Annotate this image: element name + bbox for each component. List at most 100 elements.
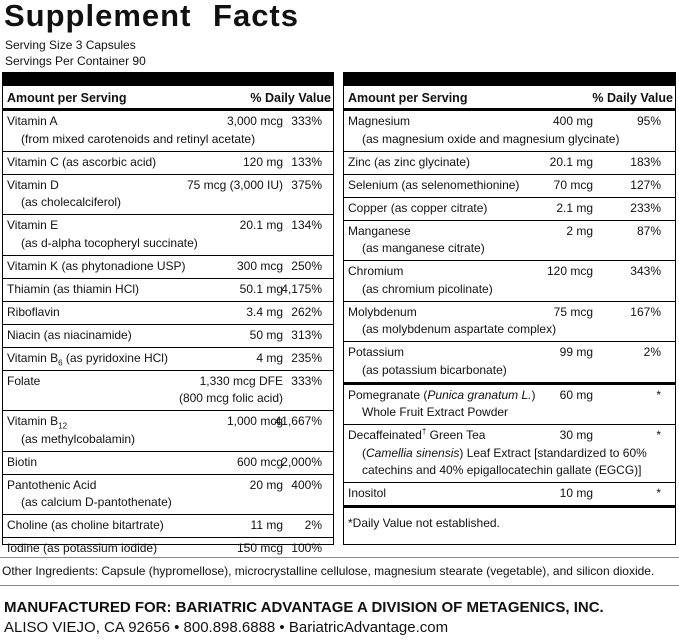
nutrient-detail: (from mixed carotenoids and retinyl acet… xyxy=(3,131,333,149)
nutrient-row: Pomegranate (Punica granatum L.) 60 mg * Wh… xyxy=(344,385,675,425)
nutrient-row: Zinc (as zinc glycinate) 20.1 mg 183% xyxy=(344,150,675,174)
daily-value: 375% xyxy=(291,177,322,192)
nutrient-detail: (as molybdenum aspartate complex) xyxy=(344,321,675,339)
nutrient-name-part-sub: 12 xyxy=(58,421,68,431)
row-main: Potassium 99 mg 2% xyxy=(344,344,675,362)
detail-part: ( xyxy=(362,445,366,460)
nutrient-row: Vitamin A 3,000 mcg 333% (from mixed carote… xyxy=(3,111,333,151)
nutrient-detail: (as calcium D-pantothenate) xyxy=(3,494,333,512)
detail-part: (as d-alpha tocopheryl succinate) xyxy=(21,235,198,250)
amount: 20 mg xyxy=(249,477,283,492)
nutrient-name-part: Choline (as choline bitartrate) xyxy=(7,518,164,533)
serving-size: Serving Size 3 Capsules xyxy=(5,38,136,52)
row-main: Vitamin E 20.1 mg 134% xyxy=(3,217,333,235)
daily-value: 2% xyxy=(304,518,322,533)
nutrient-name: Potassium xyxy=(348,345,404,359)
nutrient-name-part: Vitamin B xyxy=(7,414,59,429)
detail-part: (as cholecalciferol) xyxy=(21,195,122,210)
detail-part: (as methylcobalamin) xyxy=(21,431,136,446)
row-group: Vitamin A 3,000 mcg 333% (from mixed carote… xyxy=(3,111,333,560)
other-ingredients: Other Ingredients: Capsule (hypromellose… xyxy=(2,564,655,578)
amount: 2.1 mg xyxy=(556,200,593,215)
daily-value: 167% xyxy=(630,304,661,319)
nutrient-detail: catechins and 40% epigallocatechin galla… xyxy=(344,462,675,480)
daily-value: 2,000% xyxy=(281,454,322,469)
row-main: Vitamin C (as ascorbic acid) 120 mg 133% xyxy=(3,154,333,172)
daily-value: * xyxy=(656,387,661,402)
daily-value: 333% xyxy=(291,114,322,129)
daily-value: 41,667% xyxy=(274,414,322,429)
nutrient-row: Vitamin C (as ascorbic acid) 120 mg 133% xyxy=(3,150,333,174)
detail-part: (as molybdenum aspartate complex) xyxy=(362,322,557,337)
nutrient-name: Chromium xyxy=(348,264,403,278)
nutrient-name-part: Molybdenum xyxy=(348,304,417,319)
row-main: Selenium (as selenomethionine) 70 mcg 127% xyxy=(344,177,675,195)
nutrient-name-part: Selenium (as selenomethionine) xyxy=(348,177,520,192)
row-main: Vitamin B6 (as pyridoxine HCl) 4 mg 235% xyxy=(3,350,333,368)
detail-part: (as manganese citrate) xyxy=(362,241,485,256)
amount: 2 mg xyxy=(566,223,593,238)
amount-detail: (800 mcg folic acid) xyxy=(178,391,283,406)
detail-part: catechins and 40% epigallocatechin galla… xyxy=(362,463,642,478)
header-bar xyxy=(3,72,333,86)
row-main: Zinc (as zinc glycinate) 20.1 mg 183% xyxy=(344,154,675,172)
daily-value: 95% xyxy=(636,114,661,129)
nutrient-name: Choline (as choline bitartrate) xyxy=(7,518,164,532)
nutrient-name-part-sup: † xyxy=(421,427,427,437)
nutrient-name: Inositol xyxy=(348,486,386,500)
amount: 11 mg xyxy=(250,518,283,533)
nutrient-name: Vitamin B12 xyxy=(7,414,68,431)
nutrient-name: Biotin xyxy=(7,455,37,469)
nutrient-row: Riboflavin 3.4 mg 262% xyxy=(3,300,333,324)
nutrient-name-part: Biotin xyxy=(7,454,38,469)
daily-value: 2% xyxy=(643,345,661,360)
daily-value: 233% xyxy=(630,200,661,215)
nutrient-row: Inositol 10 mg * xyxy=(344,482,675,505)
nutrient-row: Copper (as copper citrate) 2.1 mg 233% xyxy=(344,196,675,220)
nutrient-name: Pomegranate (Punica granatum L.) xyxy=(348,388,535,402)
amount: 20.1 mg xyxy=(549,154,593,169)
column-header: % Daily Value xyxy=(250,91,331,105)
nutrient-name: Thiamin (as thiamin HCl) xyxy=(7,282,139,296)
amount: 20.1 mg xyxy=(239,218,283,233)
row-main: Iodine (as potassium iodide) 150 mcg 100% xyxy=(3,540,333,558)
daily-value: 127% xyxy=(630,177,661,192)
daily-value: 100% xyxy=(291,541,322,556)
daily-value: * xyxy=(656,428,661,443)
nutrient-name-part: Chromium xyxy=(348,264,404,279)
column-header: % Daily Value xyxy=(592,91,673,105)
row-main: Pantothenic Acid 20 mg 400% xyxy=(3,477,333,495)
amount: 600 mcg xyxy=(236,454,283,469)
nutrient-name-part: Zinc (as zinc glycinate) xyxy=(348,154,471,169)
detail-part: (as calcium D-pantothenate) xyxy=(21,495,172,510)
nutrient-name-part: Folate xyxy=(7,373,41,388)
footnote: *Daily Value not established. xyxy=(344,505,675,530)
daily-value: 4,175% xyxy=(281,281,322,296)
facts-table: Amount per Serving % Daily Value Vitamin A… xyxy=(2,72,334,555)
row-main: Magnesium 400 mg 95% xyxy=(344,113,675,131)
row-main: Vitamin A 3,000 mcg 333% xyxy=(3,113,333,131)
nutrient-name: Vitamin B6 (as pyridoxine HCl) xyxy=(7,350,168,367)
row-main: Choline (as choline bitartrate) 11 mg 2% xyxy=(3,517,333,535)
nutrient-row: Iodine (as potassium iodide) 150 mcg 100% xyxy=(3,537,333,560)
row-main: Molybdenum 75 mcg 167% xyxy=(344,304,675,322)
nutrient-detail: (as chromium picolinate) xyxy=(344,281,675,299)
nutrient-row: Niacin (as niacinamide) 50 mg 313% xyxy=(3,323,333,347)
nutrient-name: Decaffeinated† Green Tea xyxy=(348,427,485,443)
row-main: Pomegranate (Punica granatum L.) 60 mg * xyxy=(344,387,675,405)
nutrient-name-part: ) xyxy=(531,387,536,402)
nutrient-name: Vitamin A xyxy=(7,114,57,128)
nutrient-name: Iodine (as potassium iodide) xyxy=(7,541,157,555)
nutrient-name-part: Vitamin B xyxy=(7,350,59,365)
nutrient-name-part-italic: Punica granatum L. xyxy=(427,387,532,402)
daily-value: 183% xyxy=(630,154,661,169)
nutrient-name-part: Vitamin C (as ascorbic acid) xyxy=(7,154,157,169)
row-main: Niacin (as niacinamide) 50 mg 313% xyxy=(3,327,333,345)
nutrient-detail: (as manganese citrate) xyxy=(344,240,675,258)
manufacturer: MANUFACTURED FOR: BARIATRIC ADVANTAGE A … xyxy=(4,599,604,616)
column-header-row: Amount per Serving % Daily Value xyxy=(3,86,333,111)
nutrient-name: Magnesium xyxy=(348,114,410,128)
row-group: Magnesium 400 mg 95% (as magnesium oxide an… xyxy=(344,111,675,382)
nutrient-detail: (as methylcobalamin) xyxy=(3,431,333,449)
detail-part: (as magnesium oxide and magnesium glycin… xyxy=(362,131,620,146)
